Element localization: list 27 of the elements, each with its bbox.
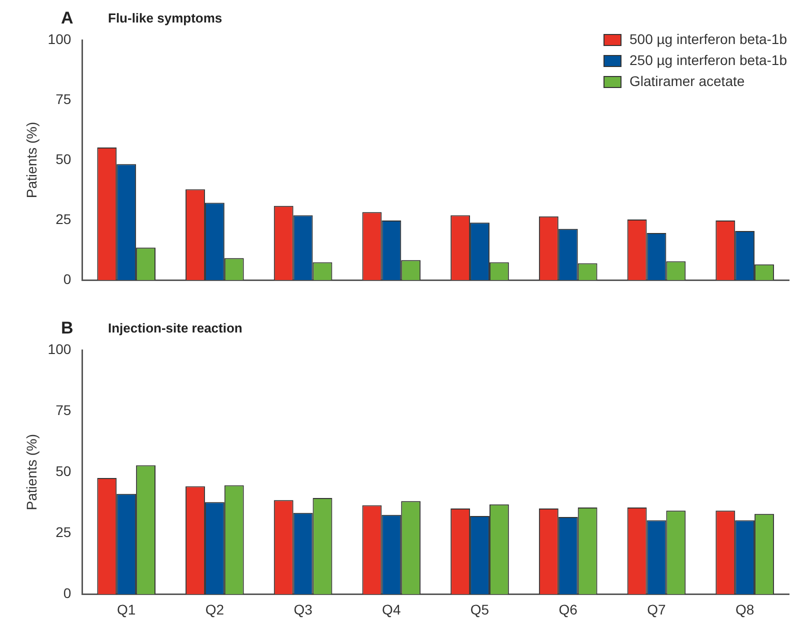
legend-label: 500 µg interferon beta-1b: [629, 30, 788, 47]
y-tick-label: 75: [56, 90, 72, 107]
y-axis-title: Patients (%): [23, 434, 40, 510]
text: B: [61, 318, 74, 338]
x-tick-label: Q1: [116, 601, 136, 618]
y-tick-label: 100: [48, 340, 72, 357]
y-axis-title: Patients (%): [23, 122, 40, 198]
y-tick-label: 100: [48, 30, 72, 47]
y-tick-label: 0: [63, 585, 72, 602]
chart-title: Injection-site reaction: [108, 320, 242, 336]
legend-label: Glatiramer acetate: [629, 72, 745, 89]
y-tick-label: 75: [56, 402, 72, 418]
x-tick-label: Q3: [294, 601, 313, 618]
x-tick-label: Q8: [735, 601, 754, 618]
y-tick-label: 0: [63, 270, 72, 287]
x-tick-label: Q5: [470, 601, 490, 618]
y-tick-label: 50: [56, 150, 72, 167]
x-tick-label: Q6: [558, 601, 578, 618]
x-tick-label: Q7: [647, 601, 666, 618]
y-tick-label: 25: [56, 210, 72, 227]
chart-title: Flu-like symptoms: [108, 10, 222, 26]
x-tick-label: Q4: [382, 601, 401, 618]
legend-label: 250 µg interferon beta-1b: [629, 52, 788, 68]
text: A: [61, 8, 74, 28]
x-tick-label: Q2: [205, 601, 224, 618]
y-tick-label: 25: [56, 524, 72, 540]
y-tick-label: 50: [56, 462, 72, 479]
